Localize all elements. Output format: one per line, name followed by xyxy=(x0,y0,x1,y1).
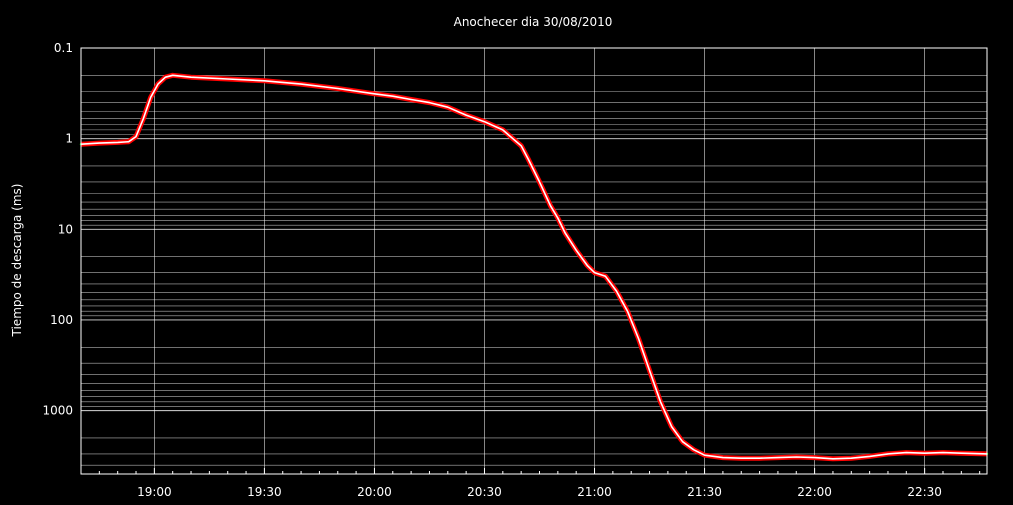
y-tick-label: 0.1 xyxy=(54,41,73,55)
chart-title: Anochecer dia 30/08/2010 xyxy=(454,15,613,29)
y-tick-label: 10 xyxy=(58,222,73,236)
x-tick-label: 19:30 xyxy=(247,485,282,499)
y-tick-label: 1 xyxy=(65,132,73,146)
y-axis-label: Tiempo de descarga (ms) xyxy=(10,184,24,338)
x-tick-label: 20:30 xyxy=(467,485,502,499)
x-tick-label: 21:30 xyxy=(687,485,722,499)
x-tick-label: 22:30 xyxy=(907,485,942,499)
y-tick-label: 100 xyxy=(50,313,73,327)
x-tick-label: 22:00 xyxy=(797,485,832,499)
tick-labels: 0.1 1 10 100 1000 19:00 19:30 20:00 20:30 21:00 21… xyxy=(42,41,941,499)
series-smooth-outline xyxy=(80,72,988,462)
plot-area xyxy=(79,72,989,462)
x-tick-label: 20:00 xyxy=(357,485,392,499)
series-raw-line xyxy=(80,73,988,461)
series-smooth-line xyxy=(80,74,988,460)
x-tick-label: 21:00 xyxy=(577,485,612,499)
grid xyxy=(81,47,987,475)
plot-frame xyxy=(80,47,988,475)
y-tick-label: 1000 xyxy=(42,404,73,418)
x-tick-label: 19:00 xyxy=(137,485,172,499)
axes xyxy=(80,47,988,475)
